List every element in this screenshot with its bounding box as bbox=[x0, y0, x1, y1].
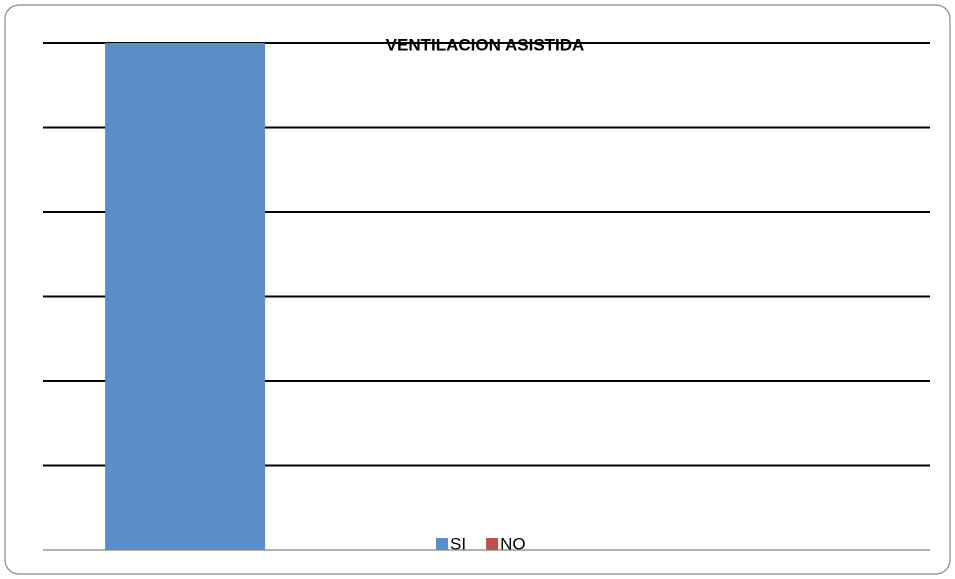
bar bbox=[105, 43, 266, 550]
legend-label: NO bbox=[500, 534, 526, 553]
legend-label: SI bbox=[450, 534, 466, 553]
legend: SI NO bbox=[436, 534, 526, 553]
bars bbox=[105, 43, 266, 550]
legend-swatch bbox=[486, 538, 499, 550]
legend-swatch bbox=[436, 538, 448, 550]
chart-title: VENTILACION ASISTIDA bbox=[386, 35, 585, 54]
